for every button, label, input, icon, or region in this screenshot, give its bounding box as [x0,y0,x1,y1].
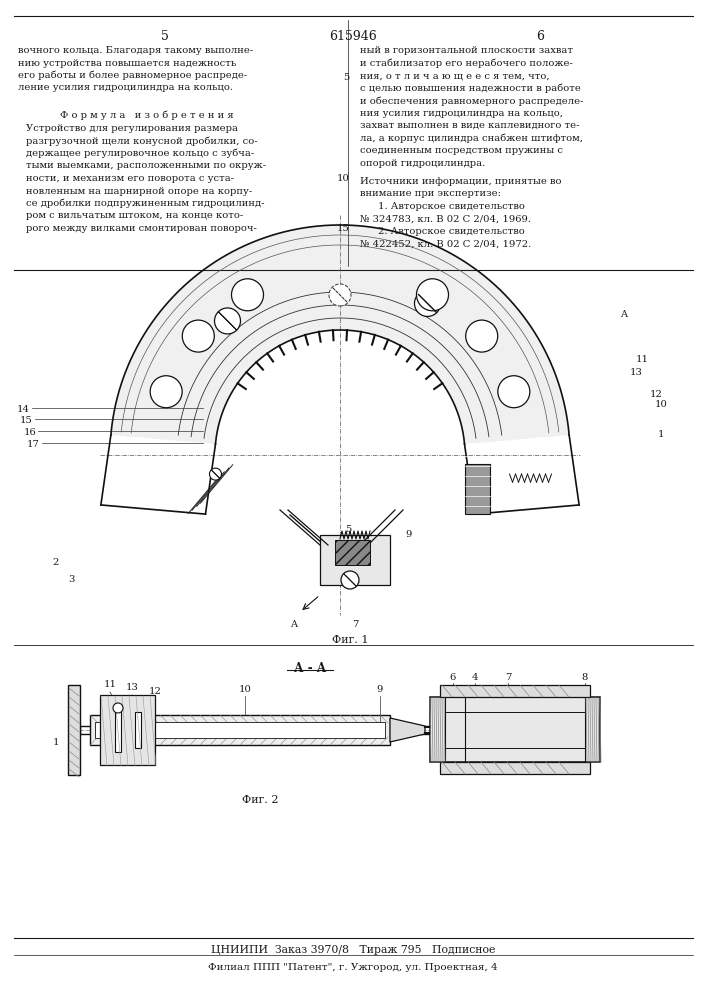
Text: с целью повышения надежности в работе: с целью повышения надежности в работе [360,84,581,93]
Text: Ф о р м у л а   и з о б р е т е н и я: Ф о р м у л а и з о б р е т е н и я [60,110,233,119]
Text: 9: 9 [377,685,383,694]
Circle shape [113,703,123,713]
Circle shape [150,376,182,408]
Polygon shape [390,718,425,742]
Polygon shape [111,225,569,444]
Text: ный в горизонтальной плоскости захват: ный в горизонтальной плоскости захват [360,46,573,55]
Text: A: A [290,620,297,629]
Text: 5: 5 [161,30,169,43]
Text: и стабилизатор его нерабочего положе-: и стабилизатор его нерабочего положе- [360,58,573,68]
Circle shape [416,279,448,311]
Text: 8: 8 [340,570,346,579]
Text: 15: 15 [20,416,33,425]
Circle shape [231,279,264,311]
Text: соединенным посредством пружины с: соединенным посредством пружины с [360,146,563,155]
Text: 9: 9 [405,530,411,539]
Circle shape [182,320,214,352]
Text: его работы и более равномерное распреде-: его работы и более равномерное распреде- [18,71,247,81]
Text: новленным на шарнирной опоре на корпу-: новленным на шарнирной опоре на корпу- [26,186,252,196]
Text: 7: 7 [352,620,358,629]
Text: 7: 7 [505,673,511,682]
Text: № 324783, кл. В 02 С 2/04, 1969.: № 324783, кл. В 02 С 2/04, 1969. [360,215,531,224]
Circle shape [414,290,440,316]
Text: захват выполнен в виде каплевидного те-: захват выполнен в виде каплевидного те- [360,121,580,130]
Text: ности, и механизм его поворота с уста-: ности, и механизм его поворота с уста- [26,174,234,183]
Text: 1. Авторское свидетельство: 1. Авторское свидетельство [378,202,525,211]
Text: 615946: 615946 [329,30,377,43]
Text: разгрузочной щели конусной дробилки, со-: разгрузочной щели конусной дробилки, со- [26,136,257,146]
Text: 1: 1 [53,738,59,747]
Text: 6: 6 [450,673,456,682]
Bar [115,708,121,752]
Bar [430,697,600,762]
Text: Устройство для регулирования размера: Устройство для регулирования размера [26,124,238,133]
Bar [335,540,370,565]
Text: 11: 11 [636,355,649,364]
Text: Источники информации, принятые во: Источники информации, принятые во [360,177,561,186]
Text: рого между вилками смонтирован повороч-: рого между вилками смонтирован повороч- [26,224,257,233]
Text: ла, а корпус цилиндра снабжен штифтом,: ла, а корпус цилиндра снабжен штифтом, [360,133,583,143]
Circle shape [341,571,359,589]
Text: 12: 12 [650,390,663,399]
Text: ния, о т л и ч а ю щ е е с я тем, что,: ния, о т л и ч а ю щ е е с я тем, что, [360,71,549,80]
Text: 10: 10 [337,174,350,183]
Text: 2. Авторское свидетельство: 2. Авторское свидетельство [378,227,525,236]
Circle shape [329,284,351,306]
Text: 11: 11 [103,680,117,689]
Text: 13: 13 [630,368,643,377]
Bar [135,712,141,748]
Text: A: A [620,310,627,319]
Circle shape [209,468,221,480]
Text: 6: 6 [536,30,544,43]
Text: 4: 4 [472,673,478,682]
Text: ния усилия гидроцилиндра на кольцо,: ния усилия гидроцилиндра на кольцо, [360,108,563,117]
Text: 8: 8 [582,673,588,682]
Text: 3: 3 [68,575,74,584]
Text: нию устройства повышается надежность: нию устройства повышается надежность [18,58,236,68]
Text: № 422452, кл. В 02 С 2/04, 1972.: № 422452, кл. В 02 С 2/04, 1972. [360,239,531,248]
Text: 1: 1 [658,430,665,439]
Text: Филиал ППП "Патент", г. Ужгород, ул. Проектная, 4: Филиал ППП "Патент", г. Ужгород, ул. Про… [208,963,498,972]
Circle shape [214,308,240,334]
Text: 4: 4 [325,548,332,557]
Bar [464,464,489,514]
Text: 14: 14 [17,405,30,414]
Text: ление усилия гидроцилиндра на кольцо.: ление усилия гидроцилиндра на кольцо. [18,84,233,93]
Text: 2: 2 [52,558,59,567]
Text: вочного кольца. Благодаря такому выполне-: вочного кольца. Благодаря такому выполне… [18,46,253,55]
Text: держащее регулировочное кольцо с зубча-: держащее регулировочное кольцо с зубча- [26,149,255,158]
Text: се дробилки подпружиненным гидроцилинд-: се дробилки подпружиненным гидроцилинд- [26,199,264,209]
Bar [440,762,590,774]
Bar [90,715,390,745]
Text: 17: 17 [27,440,40,449]
Circle shape [466,320,498,352]
Text: 13: 13 [126,683,139,692]
Text: 16: 16 [23,428,36,437]
Text: 15: 15 [337,224,350,233]
Text: опорой гидроцилиндра.: опорой гидроцилиндра. [360,158,485,167]
Bar [320,535,390,585]
Text: 5: 5 [344,73,350,82]
Text: тыми выемками, расположенными по окруж-: тыми выемками, расположенными по окруж- [26,161,266,170]
Text: Фиг. 1: Фиг. 1 [332,635,368,645]
Text: ЦНИИПИ  Заказ 3970/8   Тираж 795   Подписное: ЦНИИПИ Заказ 3970/8 Тираж 795 Подписное [211,945,495,955]
Bar [95,722,385,738]
Text: внимание при экспертизе:: внимание при экспертизе: [360,190,501,198]
Text: 5: 5 [345,525,351,534]
Text: 10: 10 [238,685,252,694]
Text: 10: 10 [655,400,668,409]
Text: и обеспечения равномерного распределе-: и обеспечения равномерного распределе- [360,96,583,105]
Bar [440,685,590,697]
Bar [100,695,155,765]
Bar [68,685,80,775]
Text: ром с вильчатым штоком, на конце кото-: ром с вильчатым штоком, на конце кото- [26,212,243,221]
Text: А - А: А - А [294,662,326,675]
Circle shape [498,376,530,408]
Text: Фиг. 2: Фиг. 2 [242,795,279,805]
Text: 12: 12 [148,687,161,696]
